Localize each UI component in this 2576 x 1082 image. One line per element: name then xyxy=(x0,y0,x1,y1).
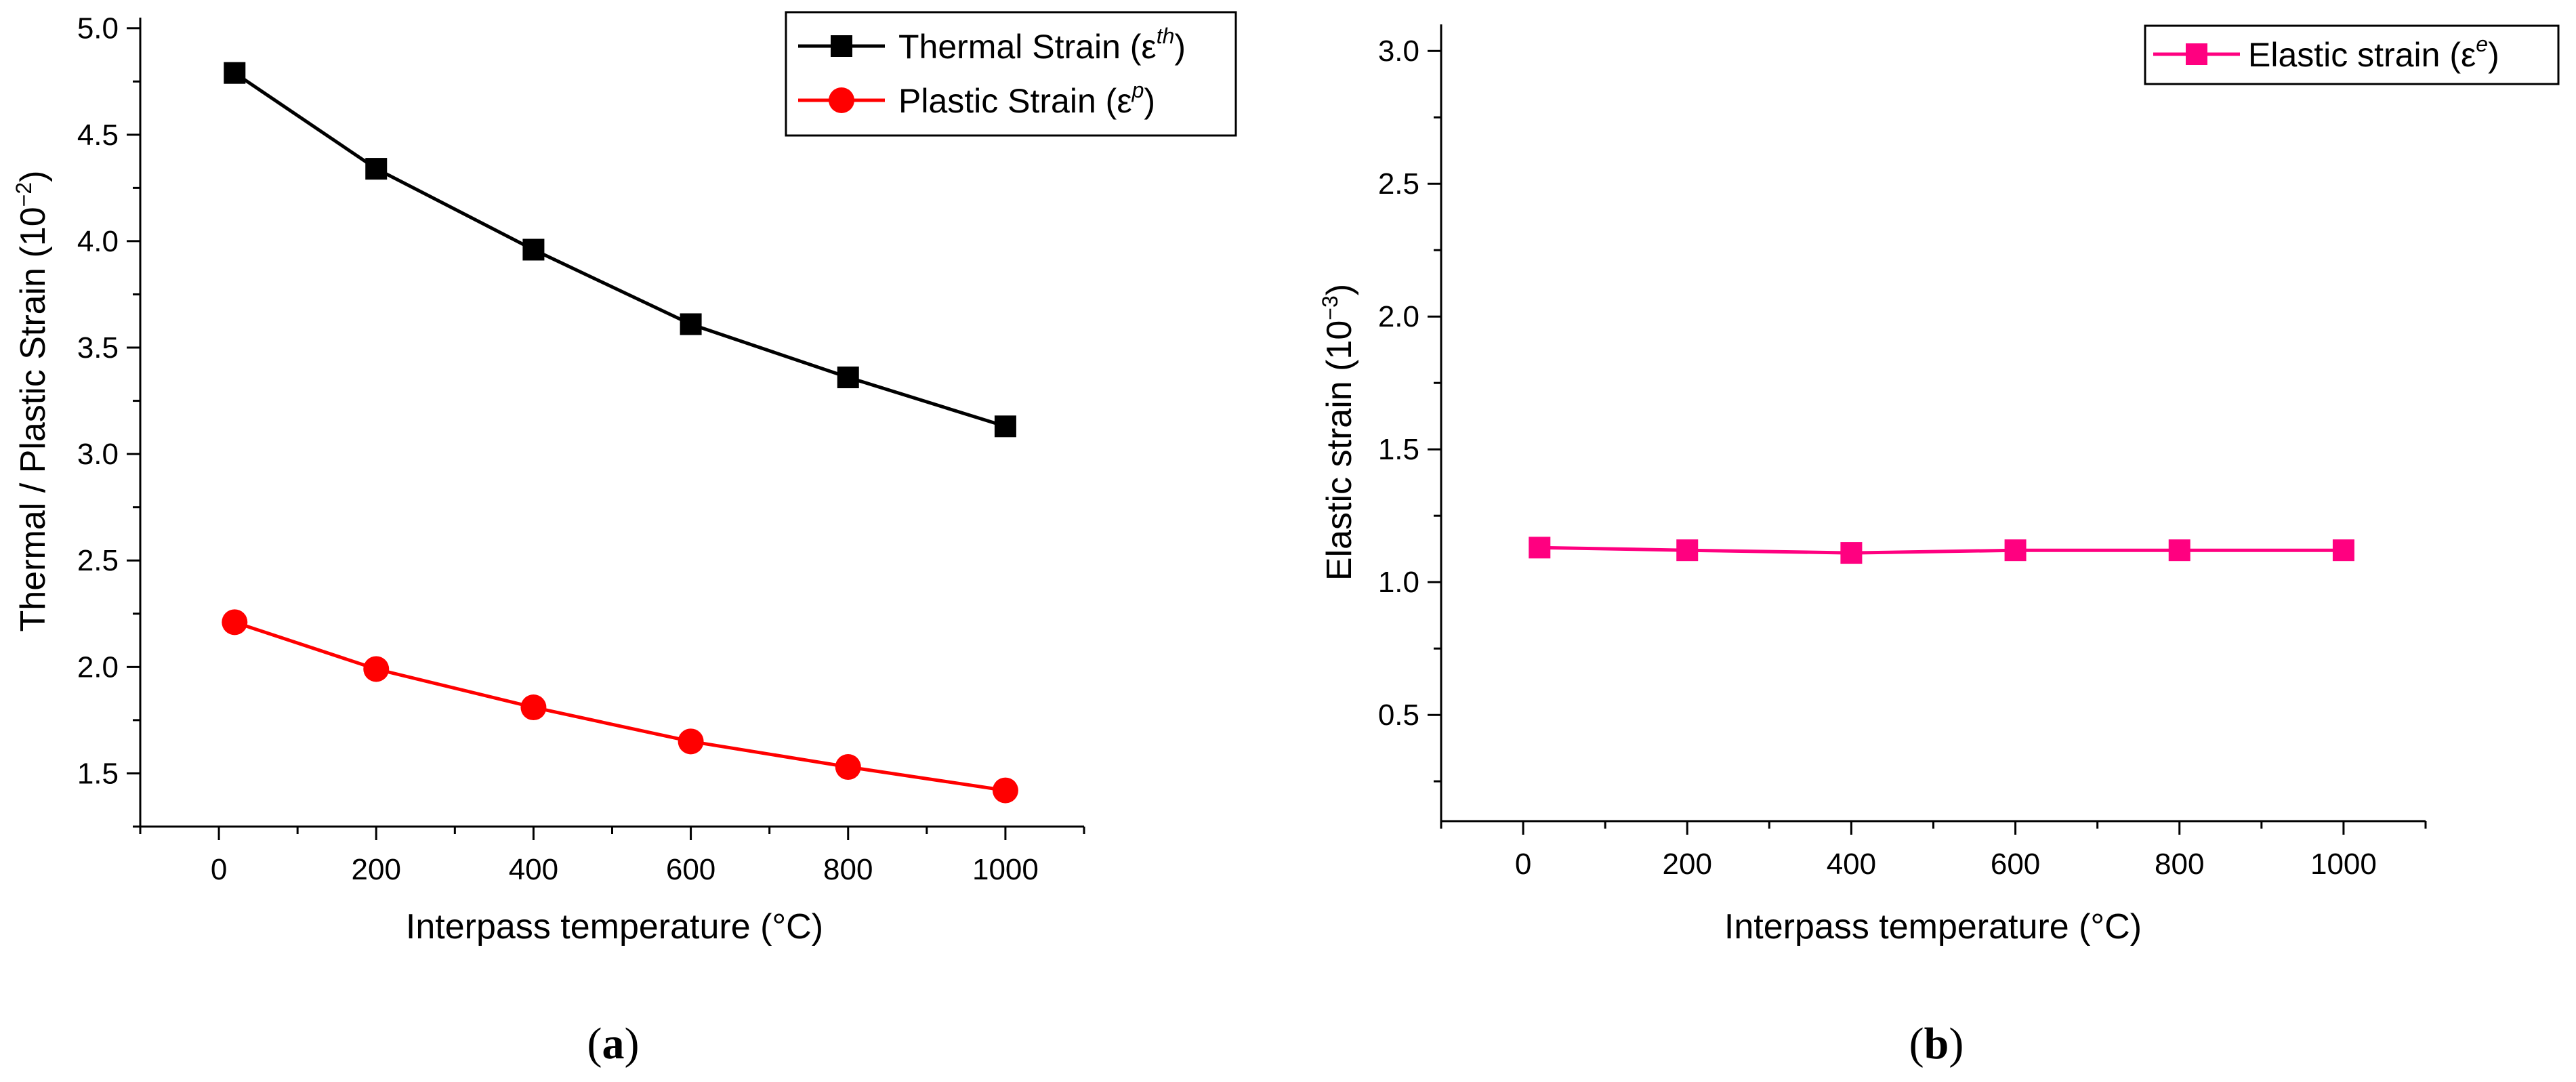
data-point-elastic xyxy=(1840,542,1863,564)
y-tick-label: 1.0 xyxy=(1378,566,1419,599)
y-tick-label: 3.5 xyxy=(77,331,119,365)
data-point-elastic xyxy=(2004,539,2027,562)
panel-a-series xyxy=(222,62,1018,804)
panel-b-axes xyxy=(1428,24,2427,835)
data-point-plastic xyxy=(678,728,704,755)
panel-b-x-axis-title: Interpass temperature (°C) xyxy=(1724,907,2142,946)
x-tick-label: 600 xyxy=(1991,848,2040,881)
x-tick-label: 0 xyxy=(211,853,227,886)
data-point-elastic xyxy=(1529,537,1551,559)
x-tick-label: 800 xyxy=(2155,848,2204,881)
data-point-elastic xyxy=(2332,539,2354,562)
data-point-plastic xyxy=(363,656,390,682)
panel-a-axes xyxy=(127,18,1085,840)
x-tick-label: 200 xyxy=(1663,848,1712,881)
data-point-plastic xyxy=(992,777,1018,804)
legend-label-thermal: Thermal Strain (εth) xyxy=(898,24,1186,66)
data-point-thermal xyxy=(994,415,1016,438)
panel-b-series xyxy=(1529,537,2354,564)
legend-marker-plastic xyxy=(829,87,854,113)
panel-a-legend: Thermal Strain (εth) Plastic Strain (εp) xyxy=(785,11,1237,137)
x-tick-label: 0 xyxy=(1515,848,1531,881)
panel-a-legend-box xyxy=(785,11,1237,137)
legend-marker-elastic xyxy=(2186,43,2207,65)
y-tick-label: 1.5 xyxy=(77,757,119,790)
panel-b-legend: Elastic strain (εe) xyxy=(2144,24,2560,85)
y-tick-label: 2.0 xyxy=(77,650,119,684)
data-point-thermal xyxy=(365,158,388,180)
y-tick-label: 2.0 xyxy=(1378,300,1419,333)
panel-b-legend-item-elastic: Elastic strain (εe) xyxy=(2153,32,2499,74)
data-point-thermal xyxy=(224,62,246,84)
panel-a-chart: 1.5 2.0 2.5 3.0 3.5 4.0 4.5 5.0 0 200 400 600 800 10… xyxy=(12,11,1237,1068)
y-tick-label: 0.5 xyxy=(1378,699,1419,732)
legend-marker-thermal xyxy=(831,35,852,57)
panel-b-x-tick-labels: 0 200 400 600 800 1000 xyxy=(1515,848,2377,881)
y-tick-label: 5.0 xyxy=(77,12,119,45)
legend-label-elastic: Elastic strain (εe) xyxy=(2248,32,2499,74)
legend-label-plastic: Plastic Strain (εp) xyxy=(898,78,1155,120)
y-tick-label: 3.0 xyxy=(1378,35,1419,68)
data-point-plastic xyxy=(835,754,861,781)
series-line-elastic xyxy=(1539,545,2344,555)
panel-a-y-axis-title: Thermal / Plastic Strain (10−2) xyxy=(12,171,53,632)
panel-a-x-tick-labels: 0 200 400 600 800 1000 xyxy=(211,853,1039,886)
x-tick-label: 200 xyxy=(352,853,401,886)
x-tick-label: 1000 xyxy=(972,853,1039,886)
series-line-plastic xyxy=(234,621,1006,793)
panel-a-y-tick-labels: 1.5 2.0 2.5 3.0 3.5 4.0 4.5 5.0 xyxy=(77,12,119,791)
x-tick-label: 1000 xyxy=(2310,848,2377,881)
panel-a-label: (a) xyxy=(587,1019,640,1068)
data-point-elastic xyxy=(1676,539,1699,562)
panel-b-y-axis-title: Elastic strain (10−3) xyxy=(1318,284,1359,581)
x-tick-label: 400 xyxy=(509,853,558,886)
data-point-elastic xyxy=(2168,539,2190,562)
series-line-thermal xyxy=(233,71,1006,428)
panel-b-label: (b) xyxy=(1909,1019,1964,1068)
data-point-plastic xyxy=(520,694,547,721)
x-tick-label: 600 xyxy=(666,853,715,886)
y-tick-label: 4.0 xyxy=(77,225,119,258)
data-point-thermal xyxy=(680,313,702,335)
y-tick-label: 2.5 xyxy=(1378,167,1419,201)
y-tick-label: 2.5 xyxy=(77,544,119,577)
y-tick-label: 4.5 xyxy=(77,119,119,152)
panel-b-chart: 0.5 1.0 1.5 2.0 2.5 3.0 0 200 400 600 800 1000 Ela… xyxy=(1318,24,2560,1068)
panel-a-legend-item-thermal: Thermal Strain (εth) xyxy=(798,24,1186,66)
y-tick-label: 1.5 xyxy=(1378,433,1419,466)
x-tick-label: 800 xyxy=(823,853,873,886)
y-tick-label: 3.0 xyxy=(77,438,119,471)
panel-b-y-tick-labels: 0.5 1.0 1.5 2.0 2.5 3.0 xyxy=(1378,35,1419,732)
x-tick-label: 400 xyxy=(1827,848,1876,881)
panel-a-legend-item-plastic: Plastic Strain (εp) xyxy=(798,78,1155,120)
panel-a-x-axis-title: Interpass temperature (°C) xyxy=(406,907,823,946)
data-point-plastic xyxy=(222,609,248,636)
data-point-thermal xyxy=(522,238,545,261)
data-point-thermal xyxy=(837,367,859,389)
